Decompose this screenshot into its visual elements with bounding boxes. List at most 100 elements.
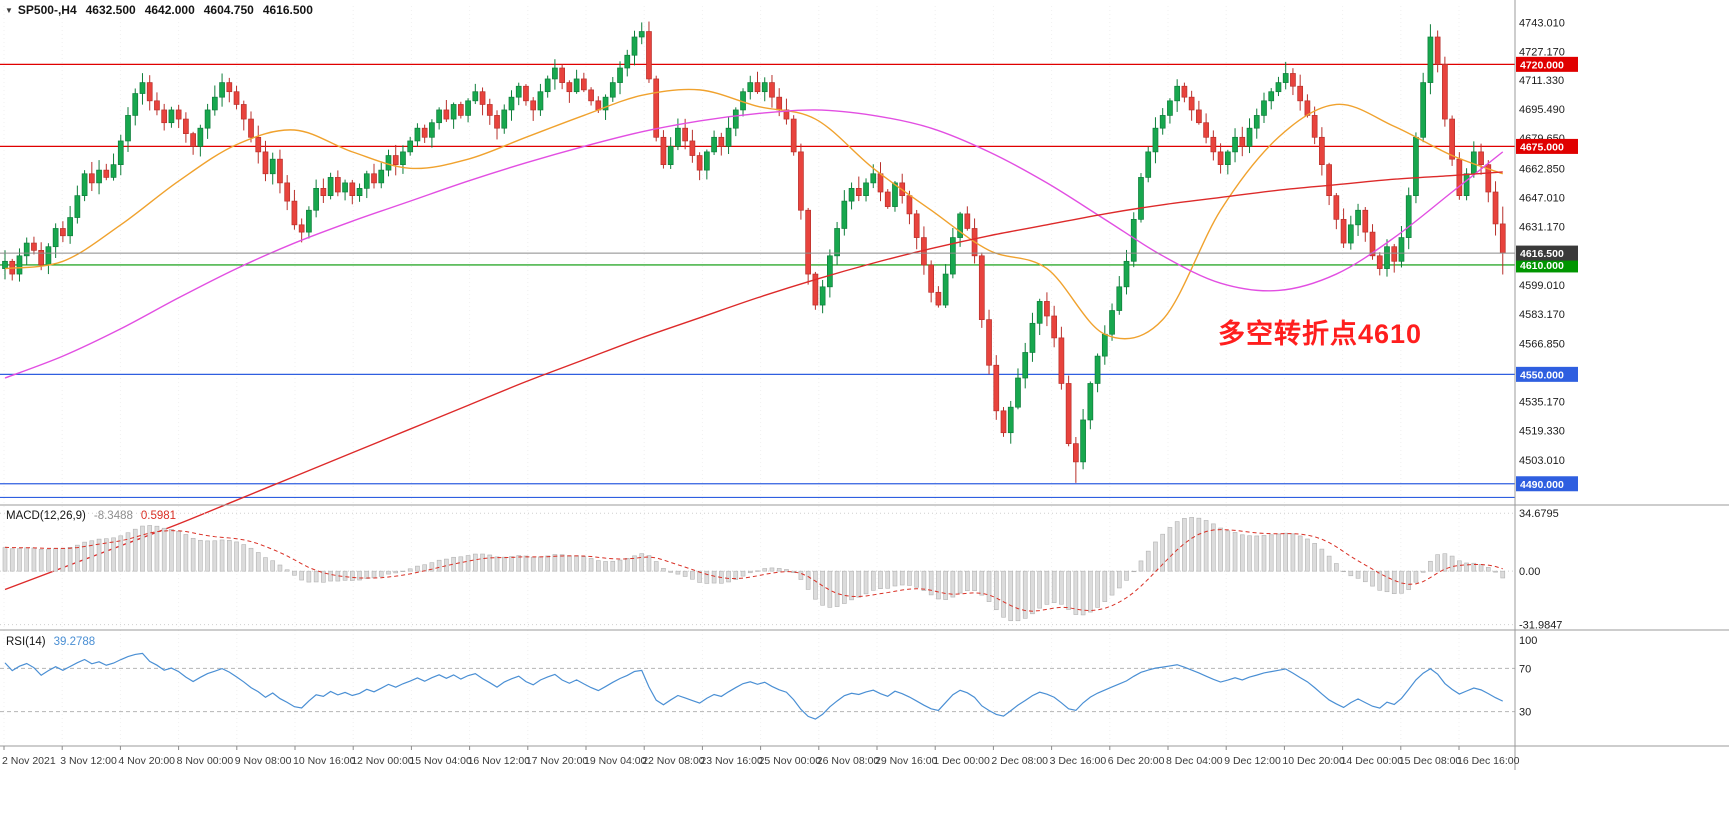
candle-up: [1261, 100, 1267, 116]
candle-up: [624, 54, 631, 69]
macd-signal-line: [4, 529, 1503, 612]
price-axis-background[interactable]: [1516, 0, 1729, 839]
candle-down: [60, 228, 66, 237]
time-label: 1 Dec 00:00: [933, 755, 990, 767]
svg-text:4583.170: 4583.170: [1519, 309, 1565, 321]
candle-up: [1413, 136, 1419, 196]
ma-fast-orange-line: [4, 88, 1503, 340]
candle-down: [1319, 136, 1325, 165]
candle-up: [1022, 352, 1029, 379]
macd-histogram: [2, 517, 1506, 622]
candle-down: [1478, 151, 1484, 165]
time-label: 10 Nov 16:00: [293, 755, 356, 767]
candle-down: [284, 182, 291, 202]
time-label: 3 Dec 16:00: [1050, 755, 1107, 767]
candle-up: [1427, 36, 1434, 83]
candle-down: [1311, 115, 1318, 138]
candle-down: [588, 89, 594, 102]
candle-up: [139, 82, 146, 94]
svg-text:4616.500: 4616.500: [1520, 248, 1564, 260]
time-label: 12 Nov 00:00: [351, 755, 414, 767]
candle-down: [190, 133, 196, 147]
candle-down: [154, 100, 160, 111]
candle-up: [2, 260, 8, 269]
candle-down: [798, 151, 804, 211]
indicator-axis-labels[interactable]: 34.6795 0.00 -31.9847 100 70 30: [1519, 508, 1562, 718]
candle-down: [855, 188, 862, 196]
panel-separators: [0, 0, 1729, 770]
candle-up: [1275, 82, 1282, 93]
candle-down: [986, 319, 992, 366]
candle-down: [1210, 136, 1217, 153]
time-label: 8 Nov 00:00: [177, 755, 234, 767]
price-badge-4550.000: 4550.000: [1516, 366, 1578, 382]
time-label: 16 Dec 16:00: [1457, 755, 1520, 767]
candle-down: [1449, 118, 1455, 160]
candle-up: [515, 85, 522, 98]
candle-up: [747, 82, 754, 93]
svg-text:4490.000: 4490.000: [1520, 479, 1564, 491]
candle-up: [219, 82, 225, 98]
candle-down: [660, 136, 667, 165]
candle-up: [892, 182, 898, 207]
candles: [2, 21, 1506, 483]
time-label: 15 Dec 08:00: [1399, 755, 1462, 767]
candle-up: [1253, 115, 1260, 129]
time-axis[interactable]: 2 Nov 2021 3 Nov 12:00 4 Nov 20:00 8 Nov 00…: [2, 746, 1520, 767]
candle-down: [1044, 301, 1050, 317]
candle-up: [711, 136, 717, 153]
ma-mid-magenta-line: [4, 109, 1504, 379]
candle-up: [132, 93, 139, 116]
time-label: 2 Dec 08:00: [991, 755, 1048, 767]
candle-up: [1101, 333, 1108, 357]
time-label: 9 Dec 12:00: [1224, 755, 1281, 767]
svg-text:4599.010: 4599.010: [1519, 280, 1565, 292]
candle-down: [146, 82, 153, 102]
candle-down: [277, 158, 283, 184]
candle-down: [1203, 122, 1209, 138]
candle-up: [1232, 136, 1238, 153]
candle-up: [1036, 301, 1043, 324]
time-label: 26 Nov 08:00: [817, 755, 880, 767]
candle-up: [1405, 195, 1412, 238]
time-label: 23 Nov 16:00: [700, 755, 763, 767]
candle-up: [81, 173, 88, 196]
candle-down: [1290, 73, 1296, 87]
candle-up: [1463, 173, 1470, 196]
candle-down: [183, 118, 189, 134]
candle-up: [23, 242, 30, 257]
time-gridlines: [3, 6, 1460, 744]
price-badge-4610.000: 4610.000: [1516, 257, 1578, 273]
candle-up: [1282, 73, 1289, 83]
horizontal-levels: [0, 63, 1515, 499]
candle-down: [913, 213, 920, 238]
svg-text:30: 30: [1519, 707, 1531, 719]
candle-down: [1239, 136, 1246, 147]
candle-down: [240, 104, 247, 120]
candle-up: [211, 96, 218, 111]
candle-down: [877, 173, 884, 193]
candle-up: [1224, 151, 1231, 165]
candle-up: [1007, 406, 1014, 434]
svg-text:4695.490: 4695.490: [1519, 104, 1565, 116]
candle-up: [67, 217, 73, 237]
svg-text:4566.850: 4566.850: [1519, 339, 1565, 351]
candle-up: [378, 169, 385, 184]
candle-up: [1159, 115, 1166, 129]
candle-up: [552, 67, 558, 80]
candle-down: [1442, 64, 1448, 120]
candle-down: [457, 104, 464, 116]
candle-down: [1376, 255, 1383, 269]
candle-up: [1398, 237, 1405, 262]
candle-down: [1000, 410, 1007, 434]
candle-up: [1246, 127, 1253, 147]
candle-down: [580, 78, 587, 91]
candle-up: [204, 109, 211, 129]
candle-up: [1109, 310, 1115, 335]
candle-up: [356, 188, 363, 196]
candle-down: [103, 169, 110, 178]
candle-up: [1145, 151, 1152, 178]
candle-up: [1094, 355, 1101, 384]
